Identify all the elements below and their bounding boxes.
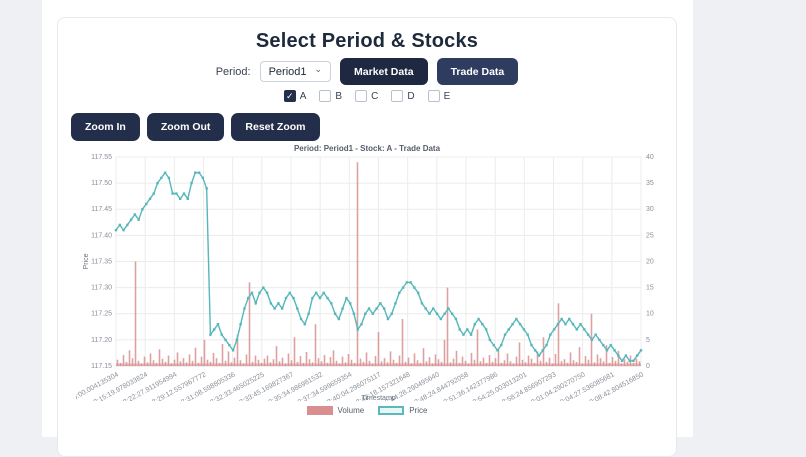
legend-item-price[interactable]: Price [378, 406, 427, 415]
reset-zoom-button[interactable]: Reset Zoom [231, 113, 320, 141]
stock-label: A [299, 90, 307, 102]
period-select[interactable]: Period1 ⌄ [259, 61, 332, 82]
price-volume-chart-canvas[interactable] [76, 151, 661, 401]
checkbox-icon [355, 90, 368, 102]
stock-label: B [335, 90, 343, 102]
chart-title: Period: Period1 - Stock: A - Trade Data [293, 144, 441, 153]
checkbox-icon [391, 90, 404, 102]
legend-label-volume: Volume [337, 406, 365, 415]
period-select-value: Period1 [268, 65, 307, 78]
stock-checkbox-row: ✓ A B C D E [58, 90, 676, 102]
zoom-out-button[interactable]: Zoom Out [146, 113, 225, 141]
content-panel: Select Period & Stocks Period: Period1 ⌄… [42, 0, 693, 457]
checkbox-icon [427, 90, 440, 102]
checkbox-icon: ✓ [283, 90, 296, 102]
chevron-down-icon: ⌄ [314, 64, 323, 74]
stock-checkbox-c[interactable]: C [355, 90, 378, 102]
zoom-in-button[interactable]: Zoom In [71, 113, 140, 141]
stock-checkbox-b[interactable]: B [319, 90, 342, 102]
stock-checkbox-a[interactable]: ✓ A [283, 90, 307, 102]
chart-block: Period: Period1 - Stock: A - Trade Data … [58, 144, 676, 415]
stock-checkbox-d[interactable]: D [391, 90, 415, 102]
legend-item-volume[interactable]: Volume [306, 406, 365, 415]
zoom-button-row: Zoom In Zoom Out Reset Zoom [71, 113, 320, 141]
volume-swatch-icon [306, 406, 333, 415]
page-title: Select Period & Stocks [255, 30, 479, 52]
market-data-button[interactable]: Market Data [340, 58, 428, 85]
trade-data-button[interactable]: Trade Data [436, 58, 519, 85]
stock-label: E [443, 90, 451, 102]
period-row: Period: Period1 ⌄ Market Data Trade Data [58, 58, 676, 85]
checkbox-icon [319, 90, 332, 102]
chart-legend: Volume Price [58, 406, 676, 415]
stock-label: C [371, 90, 379, 102]
price-swatch-icon [378, 406, 405, 415]
main-card: Select Period & Stocks Period: Period1 ⌄… [57, 17, 677, 457]
page: Select Period & Stocks Period: Period1 ⌄… [42, 0, 693, 457]
legend-label-price: Price [409, 406, 428, 415]
stock-label: D [407, 90, 415, 102]
stock-checkbox-e[interactable]: E [427, 90, 451, 102]
period-label: Period: [215, 65, 251, 78]
